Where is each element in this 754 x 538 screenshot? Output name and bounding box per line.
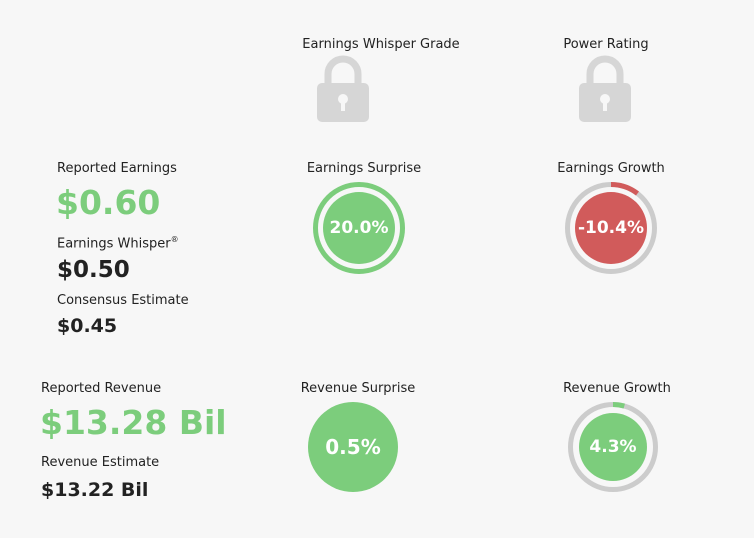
consensus-estimate-label: Consensus Estimate xyxy=(57,293,189,308)
earnings-surprise-value: 20.0% xyxy=(329,218,389,238)
earnings-surprise-ring xyxy=(313,182,405,274)
registered-mark: ® xyxy=(170,235,179,244)
earnings-whisper-value: $0.50 xyxy=(57,257,130,283)
earnings-growth-ring xyxy=(565,182,657,274)
earnings-whisper-text: Earnings Whisper xyxy=(57,236,171,252)
power-rating-header: Power Rating xyxy=(563,37,649,52)
revenue-growth-arc xyxy=(568,402,658,492)
consensus-estimate-value: $0.45 xyxy=(57,315,118,337)
earnings-growth-value: -10.4% xyxy=(577,218,645,238)
revenue-growth-value: 4.3% xyxy=(589,437,637,457)
revenue-growth-label: Revenue Growth xyxy=(563,381,671,396)
earnings-growth-gauge: -10.4% xyxy=(564,181,658,275)
earnings-growth-label: Earnings Growth xyxy=(557,161,665,176)
reported-earnings-label: Reported Earnings xyxy=(57,161,177,176)
whisper-grade-header: Earnings Whisper Grade xyxy=(302,37,460,52)
revenue-surprise-value: 0.5% xyxy=(325,435,381,459)
revenue-growth-ring xyxy=(568,402,658,492)
reported-revenue-label: Reported Revenue xyxy=(41,381,162,396)
revenue-surprise-disc xyxy=(308,402,398,492)
earnings-growth-arc xyxy=(565,182,657,274)
revenue-estimate-value: $13.22 Bil xyxy=(41,479,149,501)
lock-icon xyxy=(317,55,369,122)
reported-earnings-value: $0.60 xyxy=(56,183,161,222)
lock-icon xyxy=(579,55,631,122)
reported-revenue-value: $13.28 Bil xyxy=(40,403,227,442)
revenue-surprise-label: Revenue Surprise xyxy=(300,381,416,396)
earnings-surprise-gauge: 20.0% xyxy=(312,181,406,275)
earnings-whisper-label: Earnings Whisper® xyxy=(57,235,179,251)
revenue-growth-gauge: 4.3% xyxy=(567,401,659,493)
revenue-estimate-label: Revenue Estimate xyxy=(41,455,160,470)
revenue-surprise-gauge: 0.5% xyxy=(307,401,399,493)
earnings-surprise-label: Earnings Surprise xyxy=(306,161,422,176)
